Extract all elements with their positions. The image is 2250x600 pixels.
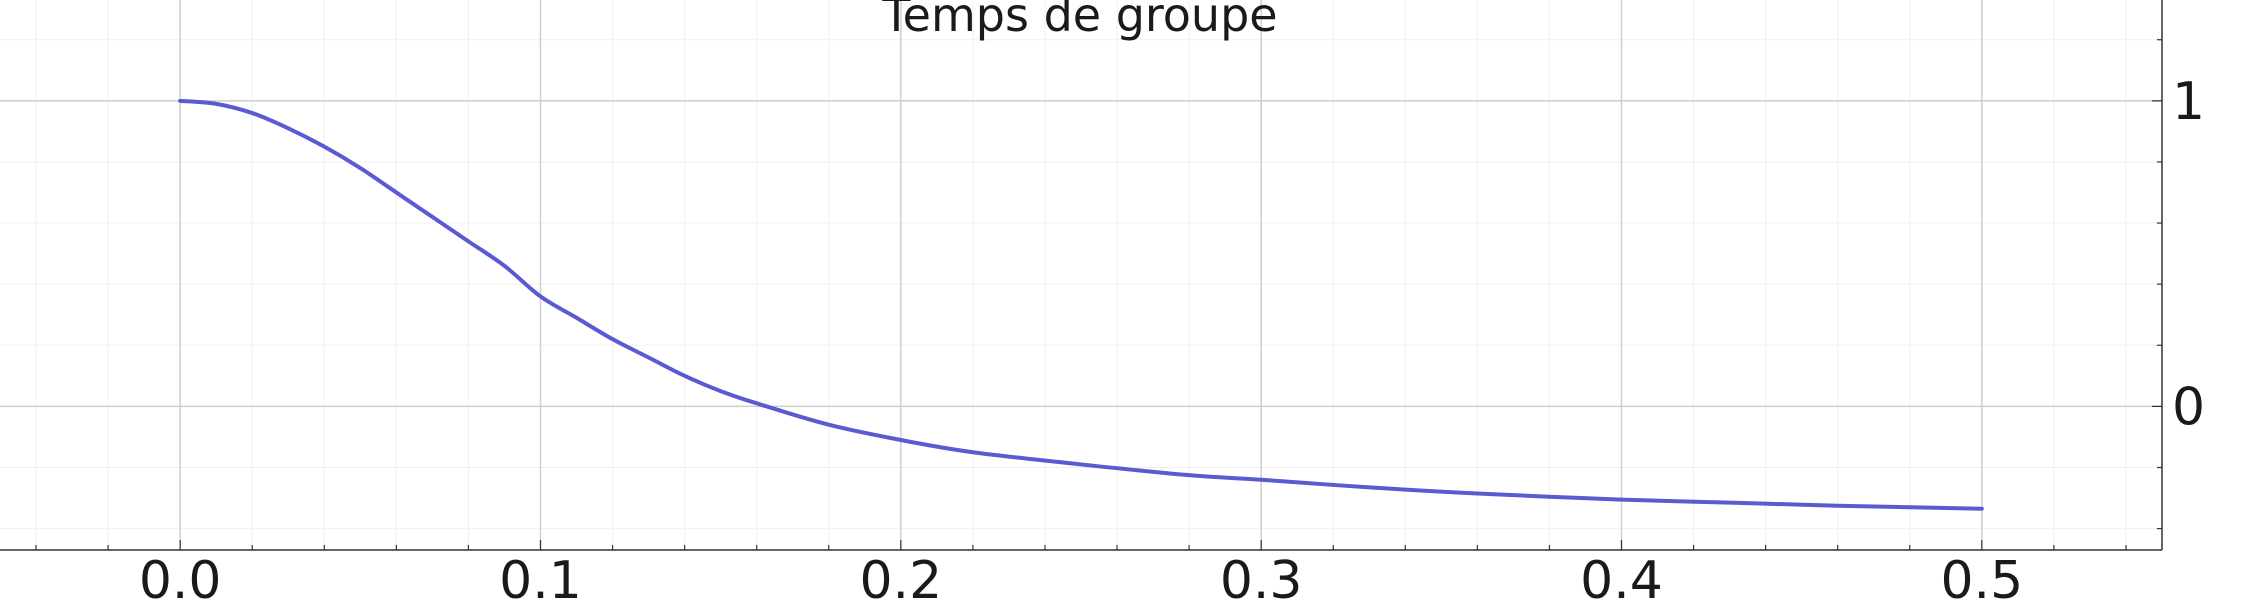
x-tick-label: 0.5	[1940, 551, 2023, 600]
series-line	[178, 98, 1984, 511]
x-tick-label: 0.2	[859, 551, 942, 600]
tick-labels: 0.0 0.1 0.2 0.3 0.4 0.5 0 1	[139, 72, 2205, 600]
major-grid	[0, 0, 2162, 550]
y-tick-label: 1	[2172, 72, 2205, 132]
y-tick-label: 0	[2172, 377, 2205, 437]
x-tick-label: 0.3	[1220, 551, 1303, 600]
x-tick-label: 0.1	[499, 551, 582, 600]
series-layer	[178, 98, 1984, 511]
axes	[0, 0, 2163, 551]
chart-title: Temps de groupe	[881, 0, 1277, 42]
x-tick-label: 0.4	[1580, 551, 1663, 600]
x-tick-label: 0.0	[139, 551, 222, 600]
minor-grid	[0, 0, 2162, 550]
